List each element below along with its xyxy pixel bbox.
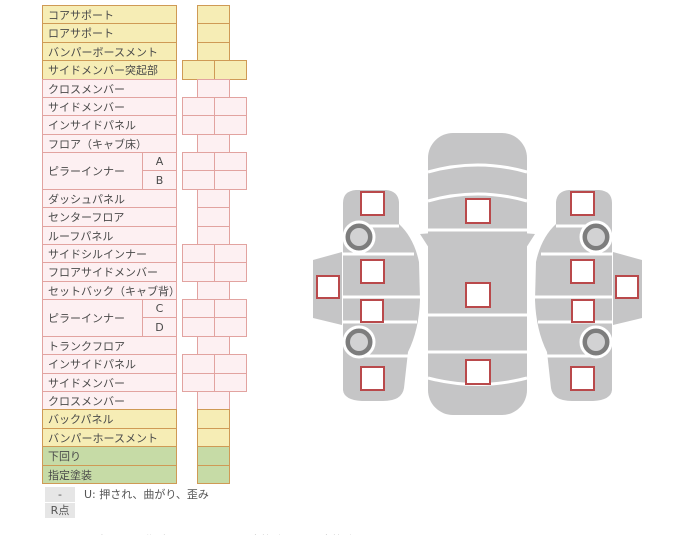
damage-marker-right-sill[interactable] (615, 275, 639, 299)
damage-input-cell[interactable] (197, 391, 230, 410)
damage-input-cell-right[interactable] (214, 354, 247, 374)
damage-input-cell[interactable] (197, 207, 230, 227)
damage-input-cell-left[interactable] (182, 115, 215, 135)
legend-badge-dash: - (45, 487, 75, 502)
damage-input-cell[interactable] (197, 465, 230, 484)
part-label: クロスメンバー (42, 391, 177, 410)
part-label: ダッシュパネル (42, 189, 177, 208)
legend-text-u: U: 押され、曲がり、歪み (84, 488, 209, 501)
part-label: ルーフパネル (42, 226, 177, 245)
part-label: インサイドパネル (42, 354, 177, 374)
part-label: トランクフロア (42, 336, 177, 355)
part-label: クロスメンバー (42, 79, 177, 98)
damage-input-cell[interactable] (197, 134, 230, 153)
car-diagram (311, 133, 644, 415)
mirror-right (522, 233, 535, 248)
damage-input-cell[interactable] (197, 42, 230, 61)
damage-marker-top-front[interactable] (465, 198, 491, 224)
part-label: セットバック（キャブ背） (42, 281, 177, 300)
damage-marker-top-rear[interactable] (465, 359, 491, 385)
legend-badge-rpoint: R点 (45, 503, 75, 518)
damage-input-cell-right[interactable] (214, 97, 247, 116)
part-label: ロアサポート (42, 23, 177, 43)
legend-row-r: R点 D: 押され・曲がり・歪み、 XX：交換跡、XD：交換跡 （ダメージ有）、… (45, 503, 372, 535)
part-label: バンパーホースメント (42, 428, 177, 447)
damage-input-cell-right[interactable] (214, 299, 247, 318)
damage-input-cell[interactable] (197, 226, 230, 245)
part-label: 指定塗装 (42, 465, 177, 484)
damage-marker-left-rear-door[interactable] (360, 299, 384, 323)
damage-marker-left-front-door[interactable] (360, 259, 385, 284)
part-label: コアサポート (42, 5, 177, 24)
part-label: 下回り (42, 446, 177, 466)
damage-input-cell-left[interactable] (182, 170, 215, 190)
top-view (420, 133, 535, 415)
mirror-left (420, 233, 433, 248)
part-label: ピラーインナー (42, 299, 143, 337)
part-label: ピラーインナー (42, 152, 143, 190)
damage-input-cell-left[interactable] (182, 299, 215, 318)
part-sublabel: D (142, 317, 177, 337)
damage-input-cell-right[interactable] (214, 170, 247, 190)
damage-input-cell[interactable] (197, 189, 230, 208)
damage-marker-right-front-door[interactable] (570, 259, 595, 284)
damage-input-cell-right[interactable] (214, 262, 247, 282)
damage-marker-right-rear-door[interactable] (571, 299, 595, 323)
damage-input-cell[interactable] (197, 428, 230, 447)
legend: - U: 押され、曲がり、歪み R点 D: 押され・曲がり・歪み、 XX：交換跡… (45, 487, 372, 535)
damage-input-cell-left[interactable] (182, 244, 215, 263)
damage-input-cell-right[interactable] (214, 115, 247, 135)
part-label: サイドメンバー (42, 97, 177, 116)
damage-input-cell[interactable] (197, 281, 230, 300)
damage-input-cell[interactable] (197, 446, 230, 466)
part-label: サイドメンバー突起部 (42, 60, 177, 80)
damage-input-cell-left[interactable] (182, 60, 215, 80)
damage-input-cell-left[interactable] (182, 354, 215, 374)
damage-input-cell-left[interactable] (182, 262, 215, 282)
damage-input-cell-left[interactable] (182, 152, 215, 171)
damage-input-cell[interactable] (197, 23, 230, 43)
damage-input-cell[interactable] (197, 79, 230, 98)
damage-marker-right-front-fender[interactable] (570, 191, 595, 216)
damage-input-cell-right[interactable] (214, 152, 247, 171)
legend-row-u: - U: 押され、曲がり、歪み (45, 487, 372, 502)
damage-marker-left-sill[interactable] (316, 275, 340, 299)
damage-input-cell-left[interactable] (182, 317, 215, 337)
damage-input-cell-right[interactable] (214, 244, 247, 263)
part-sublabel: C (142, 299, 177, 318)
legend-text-r: D: 押され・曲がり・歪み、 XX：交換跡、XD：交換跡 （ダメージ有）、W：補… (84, 503, 372, 535)
part-sublabel: B (142, 170, 177, 190)
part-sublabel: A (142, 152, 177, 171)
damage-input-cell-right[interactable] (214, 60, 247, 80)
part-label: サイドシルインナー (42, 244, 177, 263)
damage-marker-top-roof[interactable] (465, 282, 491, 308)
damage-input-cell[interactable] (197, 409, 230, 429)
parts-damage-table: コアサポート ロアサポート バンパーボースメント サイドメンバー突起部 クロスメンバーサ… (42, 5, 248, 485)
part-label: インサイドパネル (42, 115, 177, 135)
damage-input-cell-right[interactable] (214, 373, 247, 392)
damage-marker-left-rear-fender[interactable] (360, 366, 385, 391)
part-label: センターフロア (42, 207, 177, 227)
damage-input-cell-right[interactable] (214, 317, 247, 337)
damage-marker-right-rear-fender[interactable] (570, 366, 595, 391)
damage-marker-left-front-fender[interactable] (360, 191, 385, 216)
part-label: バックパネル (42, 409, 177, 429)
damage-input-cell[interactable] (197, 5, 230, 24)
part-label: フロア（キャブ床） (42, 134, 177, 153)
damage-input-cell-left[interactable] (182, 97, 215, 116)
part-label: バンパーボースメント (42, 42, 177, 61)
damage-input-cell[interactable] (197, 336, 230, 355)
damage-input-cell-left[interactable] (182, 373, 215, 392)
part-label: サイドメンバー (42, 373, 177, 392)
part-label: フロアサイドメンバー (42, 262, 177, 282)
